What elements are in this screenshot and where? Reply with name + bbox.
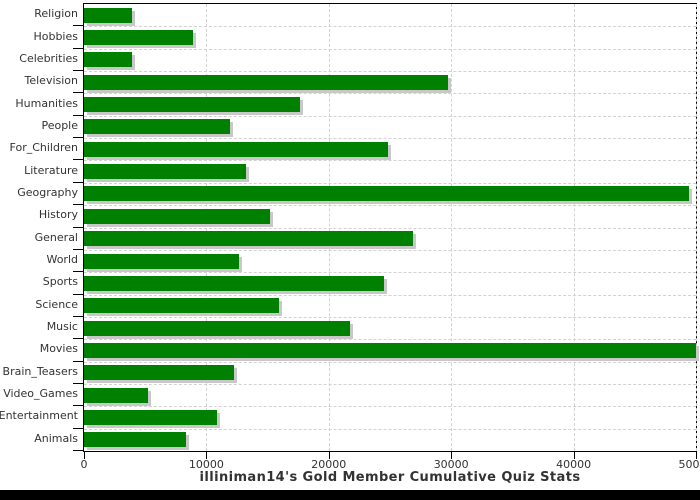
x-axis-tick-label: 20000 [311,458,347,471]
gridline-horizontal [84,93,696,95]
gridline-horizontal [84,227,696,229]
gridline-horizontal [84,406,696,408]
bar-humanities [84,97,301,113]
gridline-horizontal [84,383,696,385]
bar-religion [84,7,133,23]
y-axis-label-celebrities: Celebrities [19,51,78,65]
y-axis-tick [73,316,83,317]
x-axis-tick [206,452,208,459]
chart-title: illiniman14's Gold Member Cumulative Qui… [199,470,581,485]
bar-animals [84,432,186,448]
y-axis-tick [73,115,83,116]
gridline-horizontal [84,26,696,28]
y-axis-label-video_games: Video_Games [3,387,78,401]
y-axis-label-geography: Geography [17,185,78,199]
gridline-horizontal [84,428,696,430]
gridline-horizontal [84,138,696,140]
bar-brain_teasers [84,365,234,381]
footer-bar [0,490,700,500]
x-axis-tick [451,452,453,459]
y-axis-label-world: World [46,253,78,267]
y-axis-tick [73,70,83,71]
gridline-horizontal [84,182,696,184]
y-axis-tick [73,271,83,272]
gridline-horizontal [84,316,696,318]
y-axis-tick [73,428,83,429]
y-axis-label-entertainment: Entertainment [0,409,78,423]
bar-movies [84,342,696,358]
y-axis-label-science: Science [35,297,78,311]
y-axis-tick [73,137,83,138]
y-axis-label-general: General [34,230,78,244]
y-axis-tick [73,159,83,160]
y-axis-label-history: History [38,208,78,222]
y-axis-label-movies: Movies [39,342,78,356]
y-axis-tick [73,383,83,384]
gridline-horizontal [84,48,696,50]
x-axis-tick-label: 40000 [556,458,592,471]
bar-entertainment [84,409,218,425]
x-axis-tick [328,452,330,459]
bar-world [84,253,239,269]
gridline-horizontal [84,294,696,296]
gridline-horizontal [84,71,696,73]
x-axis-tick-label: 30000 [433,458,469,471]
gridline-horizontal [84,272,696,274]
gridline-horizontal [84,115,696,117]
gridline-vertical [696,4,697,451]
y-axis-tick [73,249,83,250]
y-axis-tick [73,92,83,93]
bar-sports [84,275,385,291]
x-axis-tick [696,452,697,459]
y-axis-label-hobbies: Hobbies [33,29,78,43]
bar-celebrities [84,52,132,68]
gridline-horizontal [84,160,696,162]
y-axis-label-religion: Religion [34,7,78,21]
bar-history [84,208,271,224]
x-axis-tick-label: 0 [80,458,88,471]
gridline-horizontal [84,361,696,363]
y-axis-tick [73,338,83,339]
y-axis-label-for_children: For_Children [9,141,78,155]
gridline-horizontal [84,249,696,251]
y-axis-tick [73,25,83,26]
bar-music [84,320,350,336]
y-axis-tick [73,294,83,295]
y-axis-label-literature: Literature [24,163,78,177]
y-axis-label-brain_teasers: Brain_Teasers [2,364,78,378]
bar-for_children [84,141,388,157]
y-axis-tick [73,405,83,406]
bar-hobbies [84,30,193,46]
bar-literature [84,164,247,180]
bar-general [84,231,414,247]
gridline-horizontal [84,205,696,207]
gridline-horizontal [84,339,696,341]
bar-science [84,298,280,314]
y-axis-label-animals: Animals [34,431,78,445]
y-axis-label-music: Music [46,320,78,334]
x-axis-tick [84,452,85,459]
x-axis-tick-label: 50000 [678,458,700,471]
y-axis-tick [73,227,83,228]
plot-area [83,3,697,452]
y-axis-label-sports: Sports [42,275,78,289]
x-axis-tick-label: 10000 [188,458,224,471]
y-axis-tick [73,204,83,205]
y-axis-tick [73,182,83,183]
y-axis-label-television: Television [24,74,79,88]
y-axis-label-humanities: Humanities [15,96,78,110]
bar-people [84,119,231,135]
bar-video_games [84,387,149,403]
bar-geography [84,186,689,202]
bar-television [84,74,448,90]
y-axis-label-people: People [41,118,78,132]
y-axis-tick [73,450,83,451]
y-axis-tick [73,361,83,362]
y-axis-tick [73,48,83,49]
x-axis-tick [573,452,575,459]
